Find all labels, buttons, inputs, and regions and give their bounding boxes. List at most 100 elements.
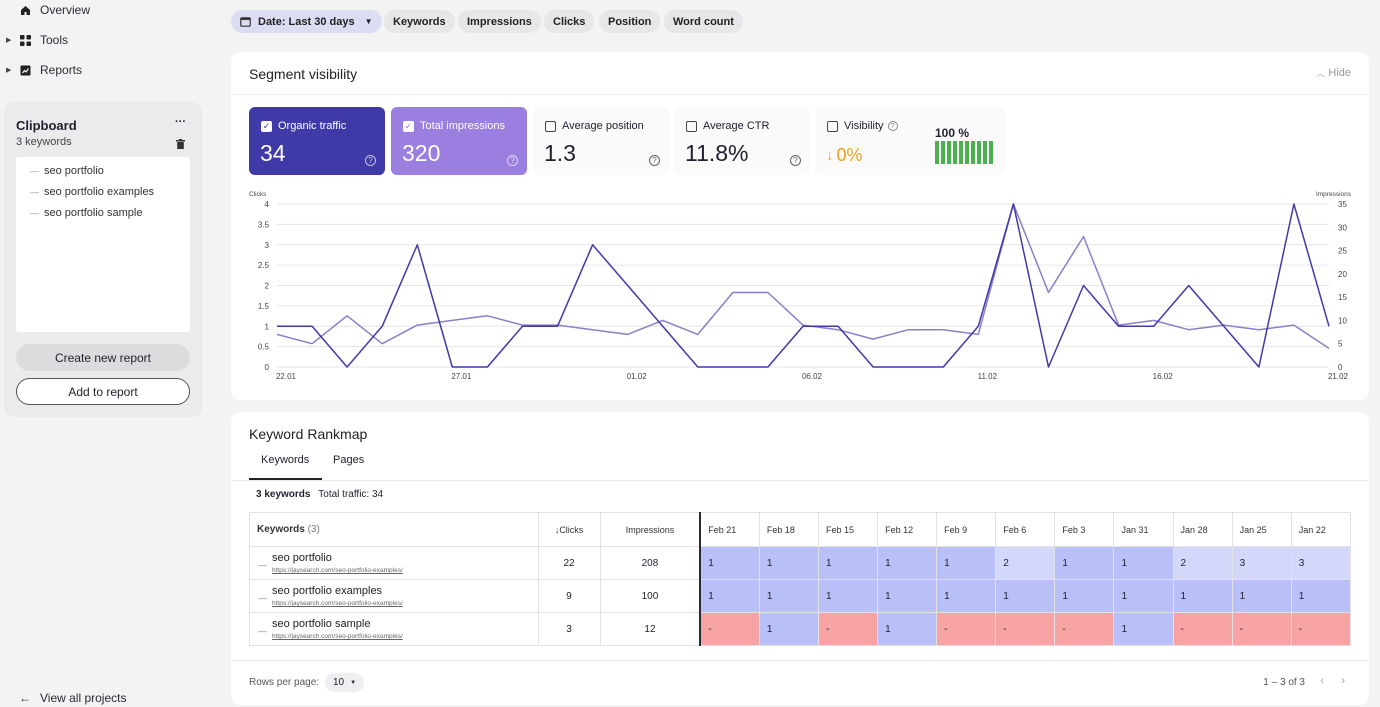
total-traffic: Total traffic: 34 (318, 489, 384, 500)
clipboard-keyword-list: seo portfolio seo portfolio examples seo… (16, 157, 190, 332)
next-page-icon[interactable]: › (1341, 675, 1345, 687)
create-new-report-button[interactable]: Create new report (16, 344, 190, 371)
help-icon[interactable]: ? (887, 121, 898, 131)
checkbox-checked-icon[interactable]: ✓ (261, 120, 272, 132)
rankmap-summary: 3 keywords Total traffic: 34 (256, 489, 383, 500)
filter-chip-word-count[interactable]: Word count (664, 10, 743, 33)
col-header-date[interactable]: Feb 15 (817, 512, 879, 547)
rank-cell: 1 (936, 579, 997, 613)
col-header-date[interactable]: Feb 3 (1054, 512, 1115, 547)
metric-organic-traffic[interactable]: ✓ Organic traffic 34 ? (249, 107, 385, 175)
hide-button[interactable]: ︿ Hide (1316, 67, 1351, 79)
keyword-name: seo portfolio examples (272, 585, 383, 597)
rank-cell: - (1172, 612, 1233, 646)
col-header-date[interactable]: Jan 25 (1231, 512, 1292, 547)
view-all-projects-label: View all projects (40, 691, 127, 705)
keyword-cell[interactable]: — seo portfolio https://jaysearch.com/seo-… (249, 546, 539, 580)
table-row[interactable]: — seo portfolio sample https://jaysearch.c… (249, 612, 1352, 646)
y-left-tick-label: 3 (265, 241, 270, 250)
filter-chip-position[interactable]: Position (599, 10, 661, 33)
metric-label: Total impressions (420, 120, 505, 132)
filter-chip-clicks[interactable]: Clicks (544, 10, 595, 33)
col-header-date[interactable]: Feb 12 (877, 512, 938, 547)
rankmap-table: Keywords (3) ↓Clicks Impressions Feb 21 … (249, 512, 1352, 646)
nav-overview[interactable]: Overview (18, 3, 90, 17)
segment-title: Segment visibility (249, 66, 358, 82)
header-count: (3) (307, 524, 320, 535)
nav-overview-label: Overview (40, 3, 91, 17)
divider (231, 660, 1369, 661)
rank-cell: - (817, 612, 879, 646)
metric-average-position[interactable]: Average position 1.3 ? (533, 107, 669, 175)
help-icon[interactable]: ? (649, 155, 660, 166)
list-item[interactable]: seo portfolio examples (30, 186, 154, 198)
nav-tools[interactable]: Tools (18, 33, 68, 47)
col-header-date[interactable]: Jan 28 (1172, 512, 1233, 547)
y-right-tick-label: 0 (1338, 363, 1343, 372)
rows-per-page-select[interactable]: 10 ▼ (325, 673, 365, 692)
col-header-date[interactable]: Jan 22 (1290, 512, 1352, 547)
keyword-name: seo portfolio sample (272, 618, 371, 630)
metric-value: 11.8% (685, 140, 749, 166)
metric-value: 320 (402, 140, 441, 166)
chevron-down-icon: ▼ (364, 17, 373, 26)
rank-cell: 1 (995, 579, 1056, 613)
checkbox-icon[interactable] (545, 120, 556, 132)
col-header-date[interactable]: Feb 9 (936, 512, 997, 547)
rank-cell: 1 (1054, 546, 1115, 580)
checkbox-icon[interactable] (827, 120, 838, 132)
expand-caret-icon[interactable]: ▶ (6, 67, 12, 74)
table-row[interactable]: — seo portfolio https://jaysearch.com/seo-… (249, 546, 1352, 580)
rank-cell: 1 (877, 579, 938, 613)
list-item[interactable]: seo portfolio sample (30, 207, 142, 219)
list-item[interactable]: seo portfolio (30, 165, 104, 177)
keyword-cell[interactable]: — seo portfolio examples https://jaysearch… (249, 579, 539, 613)
col-header-date[interactable]: Feb 6 (995, 512, 1056, 547)
keyword-url-link[interactable]: https://jaysearch.com/seo-portfolio-exam… (272, 567, 403, 574)
help-icon[interactable]: ? (507, 155, 518, 166)
nav-reports[interactable]: Reports (18, 63, 82, 77)
x-tick-label: 16.02 (1153, 372, 1174, 381)
grid-icon (18, 33, 32, 47)
metric-total-impressions[interactable]: ✓ Total impressions 320 ? (391, 107, 527, 175)
col-header-date[interactable]: Jan 31 (1113, 512, 1174, 547)
metric-label: Visibility (844, 120, 884, 132)
tab-keywords[interactable]: Keywords (261, 454, 310, 466)
view-all-projects-link[interactable]: ← View all projects (18, 691, 126, 705)
checkbox-icon[interactable] (686, 120, 697, 132)
col-header-clicks[interactable]: ↓Clicks (537, 512, 601, 547)
nav-reports-label: Reports (40, 63, 83, 77)
keyword-url-link[interactable]: https://jaysearch.com/seo-portfolio-exam… (272, 633, 403, 640)
rank-cell: 3 (1290, 546, 1352, 580)
col-header-date[interactable]: Feb 18 (758, 512, 819, 547)
more-options-icon[interactable]: ··· (175, 116, 186, 128)
expand-caret-icon[interactable]: ▶ (6, 37, 12, 44)
metric-visibility[interactable]: Visibility ? ↓ 0% 100 % (815, 107, 1005, 175)
y-right-tick-label: 5 (1338, 340, 1343, 349)
prev-page-icon[interactable]: ‹ (1320, 675, 1324, 687)
col-header-impressions[interactable]: Impressions (599, 512, 702, 547)
table-header-row: Keywords (3) ↓Clicks Impressions Feb 21 … (249, 512, 1352, 547)
tab-pages[interactable]: Pages (333, 454, 365, 466)
help-icon[interactable]: ? (790, 155, 801, 166)
hide-label: Hide (1328, 67, 1351, 79)
add-to-report-button[interactable]: Add to report (16, 378, 190, 405)
metric-average-ctr[interactable]: Average CTR 11.8% ? (674, 107, 810, 175)
col-header-date[interactable]: Feb 21 (699, 512, 760, 547)
trash-icon[interactable] (176, 136, 185, 154)
x-tick-label: 01.02 (627, 372, 648, 381)
filter-chip-impressions[interactable]: Impressions (458, 10, 541, 33)
table-row[interactable]: — seo portfolio examples https://jaysearch… (249, 579, 1352, 613)
filter-chip-keywords[interactable]: Keywords (384, 10, 455, 33)
keyword-url-link[interactable]: https://jaysearch.com/seo-portfolio-exam… (272, 600, 403, 607)
y-left-tick-label: 1 (265, 322, 270, 331)
rank-cell: 1 (1113, 546, 1174, 580)
help-icon[interactable]: ? (365, 155, 376, 166)
checkbox-checked-icon[interactable]: ✓ (403, 120, 414, 132)
x-tick-label: 21.02 (1328, 372, 1349, 381)
col-header-keywords[interactable]: Keywords (3) (249, 512, 539, 547)
rank-cell: 1 (699, 546, 760, 580)
y-right-tick-label: 20 (1338, 270, 1347, 279)
date-filter-chip[interactable]: Date: Last 30 days ▼ (231, 10, 382, 33)
keyword-cell[interactable]: — seo portfolio sample https://jaysearch.c… (249, 612, 539, 646)
